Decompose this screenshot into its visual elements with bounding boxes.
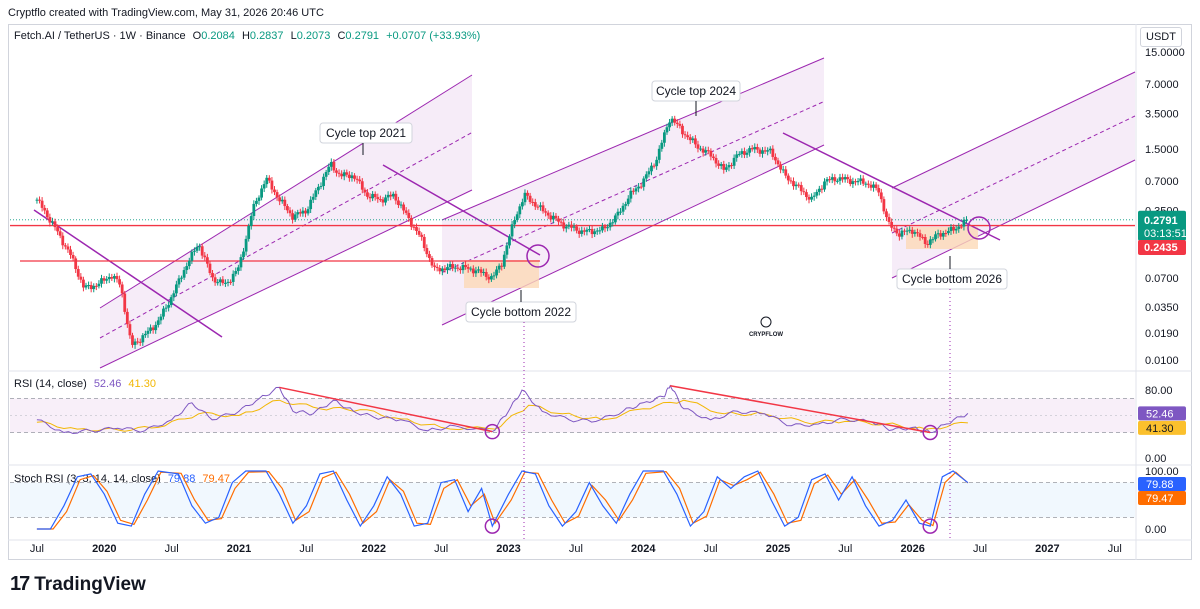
price-change: +0.0707 (+33.93%) [386, 30, 481, 42]
stoch-title[interactable]: Stoch RSI (3, 3, 14, 14, close) [14, 473, 161, 485]
rsi-value: 52.46 [93, 378, 122, 390]
ohlc-high: H0.2837 [241, 30, 284, 42]
rsi-legend[interactable]: RSI (14, close) 52.46 41.30 [14, 378, 156, 390]
rsi-ma-value: 41.30 [128, 378, 156, 390]
tradingview-logo[interactable]: 17 TradingView [10, 573, 146, 596]
currency-selector[interactable]: USDT [1140, 27, 1182, 47]
chart-credit: Cryptflo created with TradingView.com, M… [8, 7, 324, 19]
ohlc-close: C0.2791 [337, 30, 380, 42]
symbol-title[interactable]: Fetch.AI / TetherUS · 1W · Binance [14, 30, 186, 42]
symbol-legend[interactable]: Fetch.AI / TetherUS · 1W · Binance O0.20… [14, 30, 480, 42]
stoch-legend[interactable]: Stoch RSI (3, 3, 14, 14, close) 79.88 79… [14, 473, 230, 485]
stoch-d-value: 79.47 [202, 473, 230, 485]
chart-frame [8, 24, 1192, 560]
stoch-k-value: 79.88 [167, 473, 196, 485]
tradingview-brand: TradingView [34, 573, 146, 595]
tradingview-mark-icon: 17 [10, 573, 30, 595]
ohlc-low: L0.2073 [290, 30, 331, 42]
top-bar: Cryptflo created with TradingView.com, M… [0, 0, 1200, 24]
ohlc-open: O0.2084 [192, 30, 235, 42]
rsi-title[interactable]: RSI (14, close) [14, 378, 87, 390]
